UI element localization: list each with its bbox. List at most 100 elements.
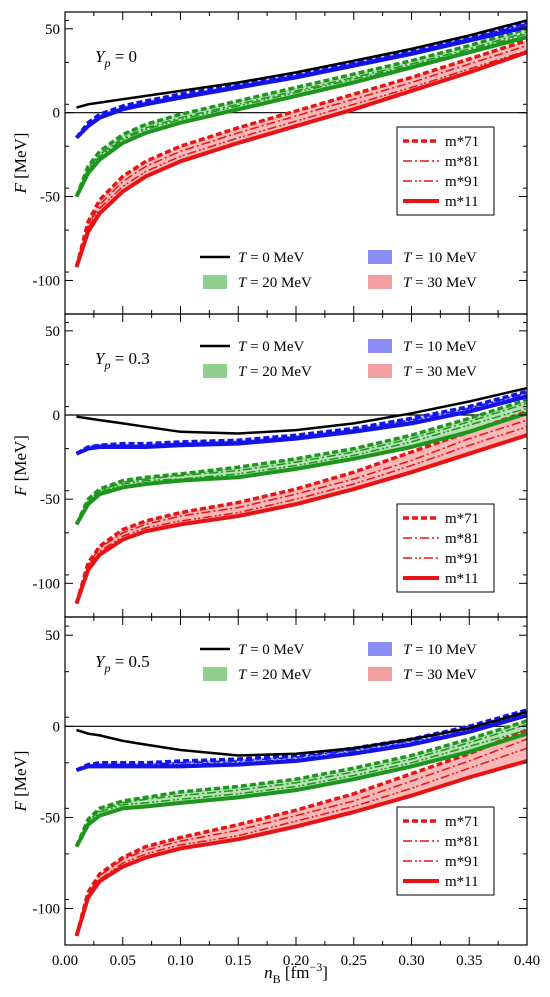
- temp-legend-label: T = 10 MeV: [403, 250, 477, 266]
- x-axis-var: n: [264, 963, 273, 982]
- line-T20-m81: [75, 723, 527, 847]
- line-T30-m81: [75, 419, 527, 604]
- temp-legend-var: T: [238, 642, 248, 658]
- temp-legend-var: T: [403, 339, 413, 355]
- mass-legend: m*71 m*81 m*91 m*11: [396, 806, 495, 896]
- mass-legend-label: m*81: [445, 154, 479, 170]
- x-tick-label: 0.35: [456, 953, 482, 969]
- temp-legend-label: T = 30 MeV: [403, 275, 477, 291]
- line-T20-m71: [74, 398, 527, 526]
- temp-legend-var: T: [238, 250, 248, 266]
- y-axis-var: F: [11, 485, 30, 497]
- temp-legend-rest: = 0 MeV: [246, 642, 304, 658]
- temp-legend-label: T = 20 MeV: [238, 364, 312, 380]
- x-axis-unit-pre: [fm: [281, 963, 310, 982]
- temp-legend-rest: = 10 MeV: [411, 642, 477, 658]
- mass-legend: m*71 m*81 m*91 m*11: [396, 503, 495, 593]
- line-T10-m71: [75, 20, 527, 139]
- temp-legend-var: T: [403, 250, 413, 266]
- line-T30-m11: [74, 433, 527, 605]
- line-T30-m81: [75, 44, 527, 268]
- temp-legend-var: T: [403, 642, 413, 658]
- temp-legend-rest: = 20 MeV: [246, 667, 312, 683]
- y-tick-label: -50: [40, 190, 60, 206]
- line-T30-m11: [74, 50, 527, 268]
- temp-legend-rest: = 0 MeV: [246, 250, 304, 266]
- line-T30-m11: [74, 759, 527, 937]
- y-axis-title: F [MeV]: [11, 133, 30, 195]
- temp-legend-label: T = 0 MeV: [238, 642, 305, 658]
- band-T20: [76, 399, 527, 525]
- plot-area: [65, 19, 527, 268]
- line-T0: [76, 710, 527, 757]
- temp-legend-var: T: [238, 667, 248, 683]
- y-tick-label: -50: [40, 492, 60, 508]
- temp-legend-rest: = 30 MeV: [411, 275, 477, 291]
- x-axis-unit-post: ]: [322, 963, 328, 982]
- temp-legend-rest: = 0 MeV: [246, 339, 304, 355]
- mass-legend-label: m*71: [445, 134, 479, 150]
- line-T30-m71: [74, 728, 527, 937]
- temp-legend-label: T = 10 MeV: [403, 642, 477, 658]
- temp-legend-rest: = 20 MeV: [246, 275, 312, 291]
- mass-legend-label: m*91: [445, 551, 479, 567]
- panel-label: Yp = 0.5: [95, 652, 150, 675]
- panel-label-sub: p: [103, 661, 110, 675]
- band-T20: [76, 720, 527, 847]
- y-axis-title: F [MeV]: [11, 751, 30, 813]
- mass-legend-label: m*71: [445, 511, 479, 527]
- panel-label-sub: p: [103, 56, 110, 70]
- line-T10-m11: [75, 25, 527, 140]
- temp-legend-swatch: [368, 250, 392, 264]
- panel-label-val: = 0.5: [110, 652, 149, 671]
- line-T30-m81: [75, 738, 527, 937]
- x-tick-label: 0.10: [167, 953, 193, 969]
- temp-legend-var: T: [238, 275, 248, 291]
- temp-legend-var: T: [238, 364, 248, 380]
- line-T0: [76, 386, 527, 435]
- temp-legend-var: T: [238, 339, 248, 355]
- x-tick-label: 0.00: [52, 953, 78, 969]
- line-T20-m81: [75, 402, 527, 525]
- temp-legend-swatch: [203, 667, 227, 681]
- temp-legend-swatch: [368, 667, 392, 681]
- y-axis-var: F: [11, 182, 30, 194]
- x-axis-sub: B: [273, 972, 281, 986]
- temp-legend-label: T = 20 MeV: [238, 275, 312, 291]
- temp-legend-label: T = 0 MeV: [238, 339, 305, 355]
- y-tick-label: 50: [45, 628, 60, 644]
- line-T20-m91: [75, 729, 527, 847]
- temp-legend-var: T: [403, 667, 413, 683]
- y-tick-label: -100: [33, 902, 61, 918]
- plot-area: [65, 386, 527, 605]
- temp-legend-label: T = 30 MeV: [403, 667, 477, 683]
- panel-label-val: = 0: [110, 47, 137, 66]
- temp-legend-rest: = 10 MeV: [411, 339, 477, 355]
- mass-legend-label: m*11: [445, 874, 479, 890]
- plot-area: [65, 708, 527, 937]
- temp-legend-swatch: [368, 364, 392, 378]
- temp-legend-label: T = 10 MeV: [403, 339, 477, 355]
- line-T30-m91: [75, 426, 527, 604]
- x-tick-label: 0.40: [514, 953, 540, 969]
- mass-legend-label: m*11: [445, 194, 479, 210]
- mass-legend: m*71 m*81 m*91 m*11: [396, 126, 495, 216]
- temp-legend-rest: = 30 MeV: [411, 364, 477, 380]
- x-tick-label: 0.15: [225, 953, 251, 969]
- line-T0: [76, 19, 527, 109]
- y-tick-label: 0: [53, 106, 61, 122]
- temp-legend-swatch: [368, 339, 392, 353]
- temp-legend-rest: = 10 MeV: [411, 250, 477, 266]
- x-tick-label: 0.20: [283, 953, 309, 969]
- mass-legend-label: m*11: [445, 571, 479, 587]
- line-T20-m11: [74, 411, 527, 526]
- y-tick-label: 0: [53, 719, 61, 735]
- temp-legend-swatch: [368, 275, 392, 289]
- y-tick-label: -100: [33, 273, 61, 289]
- x-axis-unit-exp: −3: [309, 960, 322, 974]
- band-T30: [76, 730, 527, 936]
